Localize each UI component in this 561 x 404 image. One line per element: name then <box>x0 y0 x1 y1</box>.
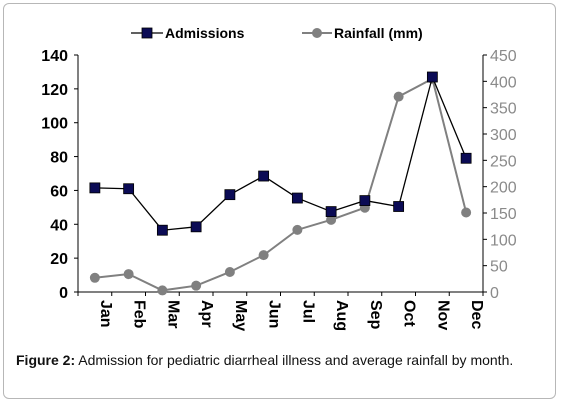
admissions-point <box>156 224 168 236</box>
legend-marker-rainfall <box>312 28 322 38</box>
legend-label: Admissions <box>165 25 245 41</box>
x-tick-label: Oct <box>401 300 418 327</box>
admissions-point <box>190 221 202 233</box>
admissions-point <box>291 192 303 204</box>
rainfall-point <box>393 91 404 102</box>
admissions-point <box>325 206 337 217</box>
caption-label: Figure 2: <box>16 352 76 368</box>
y-left-tick-label: 120 <box>41 82 68 99</box>
legend-label: Rainfall (mm) <box>334 25 423 41</box>
y-right-tick-label: 400 <box>490 74 517 91</box>
x-tick-label: Jun <box>266 300 283 328</box>
y-left-tick-label: 140 <box>41 48 68 65</box>
y-right-tick-label: 200 <box>490 180 517 197</box>
rainfall-point <box>292 224 303 235</box>
y-left-tick-label: 60 <box>50 183 68 200</box>
y-right-tick-label: 0 <box>490 285 499 302</box>
admissions-point <box>359 195 371 206</box>
rainfall-point <box>461 207 472 218</box>
series-line-rainfall-mm- <box>94 77 468 292</box>
x-tick-label: May <box>232 300 249 331</box>
y-right-tick-label: 250 <box>490 153 517 170</box>
admissions-point <box>89 182 101 194</box>
legend-marker-admissions <box>141 27 153 39</box>
y-right-tick-label: 350 <box>490 101 517 118</box>
y-right-tick-label: 300 <box>490 127 517 144</box>
y-right-tick-label: 50 <box>490 259 508 276</box>
x-tick-label: Jul <box>299 300 316 323</box>
x-tick-label: Aug <box>333 300 350 331</box>
rainfall-point <box>123 269 134 280</box>
y-right-tick-label: 100 <box>490 232 517 249</box>
admissions-point <box>460 152 472 164</box>
rainfall-point <box>326 214 337 225</box>
admissions-point <box>123 183 135 195</box>
series-line-admissions <box>94 74 467 231</box>
y-left-tick-label: 100 <box>41 116 68 133</box>
x-tick-label: Sep <box>367 300 384 330</box>
chart: 0 20 40 60 80 100 120 140 0 50 100 150 200 250 300 350 4… <box>41 25 517 331</box>
rainfall-point <box>89 272 100 283</box>
x-tick-label: Jan <box>97 300 114 328</box>
rainfall-point <box>258 250 269 261</box>
admissions-point <box>393 201 405 212</box>
x-tick-label: Apr <box>198 300 215 328</box>
x-tick-label: Nov <box>434 300 451 330</box>
y-left-tick-label: 0 <box>59 285 68 302</box>
y-left-tick-label: 20 <box>50 251 68 268</box>
rainfall-point <box>224 266 235 277</box>
y-left-tick-label: 40 <box>50 217 68 234</box>
x-tick-label: Dec <box>468 300 485 329</box>
admissions-point <box>224 189 236 201</box>
x-tick-label: Mar <box>164 300 181 328</box>
y-right-tick-label: 450 <box>490 48 517 65</box>
y-left-tick-label: 80 <box>50 150 68 167</box>
rainfall-point <box>157 285 168 296</box>
caption-text: Admission for pediatric diarrheal illnes… <box>78 352 514 368</box>
admissions-point <box>426 71 438 83</box>
rainfall-point <box>191 280 202 291</box>
admissions-point <box>258 170 270 182</box>
x-tick-label: Feb <box>131 300 148 329</box>
y-right-tick-label: 150 <box>490 206 517 223</box>
figure-caption: Figure 2: Admission for pediatric diarrh… <box>16 352 546 369</box>
